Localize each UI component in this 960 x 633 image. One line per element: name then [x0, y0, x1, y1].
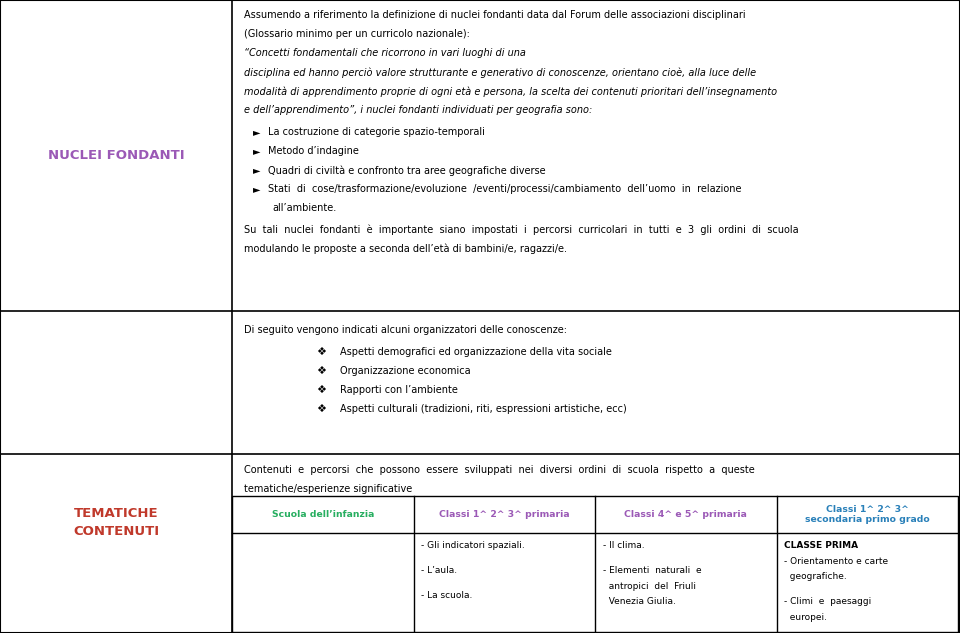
Bar	[232, 496, 958, 632]
Text: Rapporti con l’ambiente: Rapporti con l’ambiente	[340, 385, 458, 395]
Text: “Concetti fondamentali che ricorrono in vari luoghi di una: “Concetti fondamentali che ricorrono in …	[244, 48, 526, 58]
Text: ►: ►	[253, 165, 261, 175]
Text: - La scuola.: - La scuola.	[421, 591, 473, 600]
Text: disciplina ed hanno perciò valore strutturante e generativo di conoscenze, orien: disciplina ed hanno perciò valore strutt…	[244, 67, 756, 78]
Text: - Il clima.: - Il clima.	[603, 541, 644, 550]
Text: NUCLEI FONDANTI: NUCLEI FONDANTI	[48, 149, 184, 162]
Text: geografiche.: geografiche.	[784, 572, 847, 581]
Text: Quadri di civiltà e confronto tra aree geografiche diverse: Quadri di civiltà e confronto tra aree g…	[268, 165, 545, 176]
Text: Stati  di  cose/trasformazione/evoluzione  /eventi/processi/cambiamento  dell’uo: Stati di cose/trasformazione/evoluzione …	[268, 184, 741, 194]
Text: Aspetti demografici ed organizzazione della vita sociale: Aspetti demografici ed organizzazione de…	[340, 347, 612, 357]
Text: - Elementi  naturali  e: - Elementi naturali e	[603, 567, 702, 575]
Text: Classi 1^ 2^ 3^ primaria: Classi 1^ 2^ 3^ primaria	[439, 510, 570, 519]
Text: (Glossario minimo per un curricolo nazionale):: (Glossario minimo per un curricolo nazio…	[244, 29, 473, 39]
Text: Classi 4^ e 5^ primaria: Classi 4^ e 5^ primaria	[625, 510, 747, 519]
Text: - Gli indicatori spaziali.: - Gli indicatori spaziali.	[421, 541, 525, 550]
Text: TEMATICHE
CONTENUTI: TEMATICHE CONTENUTI	[73, 507, 159, 538]
Text: Scuola dell’infanzia: Scuola dell’infanzia	[272, 510, 374, 519]
Text: modulando le proposte a seconda dell’età di bambini/e, ragazzi/e.: modulando le proposte a seconda dell’età…	[244, 243, 566, 254]
Text: ❖: ❖	[316, 366, 325, 376]
Text: ❖: ❖	[316, 347, 325, 357]
Text: modalità di apprendimento proprie di ogni età e persona, la scelta dei contenuti: modalità di apprendimento proprie di ogn…	[244, 86, 777, 97]
Text: Di seguito vengono indicati alcuni organizzatori delle conoscenze:: Di seguito vengono indicati alcuni organ…	[244, 325, 566, 335]
Text: ►: ►	[253, 146, 261, 156]
Text: all’ambiente.: all’ambiente.	[273, 203, 337, 213]
Text: europei.: europei.	[784, 613, 828, 622]
Text: Classi 1^ 2^ 3^
secondaria primo grado: Classi 1^ 2^ 3^ secondaria primo grado	[805, 505, 929, 524]
Text: - L’aula.: - L’aula.	[421, 567, 458, 575]
Text: Contenuti  e  percorsi  che  possono  essere  sviluppati  nei  diversi  ordini  : Contenuti e percorsi che possono essere …	[244, 465, 755, 475]
Text: ►: ►	[253, 184, 261, 194]
Text: - Climi  e  paesaggi: - Climi e paesaggi	[784, 598, 872, 606]
Text: Venezia Giulia.: Venezia Giulia.	[603, 598, 676, 606]
Text: Organizzazione economica: Organizzazione economica	[340, 366, 470, 376]
Text: - Orientamento e carte: - Orientamento e carte	[784, 557, 888, 566]
Text: Metodo d’indagine: Metodo d’indagine	[268, 146, 359, 156]
Text: tematiche/esperienze significative: tematiche/esperienze significative	[244, 484, 412, 494]
Text: ❖: ❖	[316, 404, 325, 414]
Text: Su  tali  nuclei  fondanti  è  importante  siano  impostati  i  percorsi  curric: Su tali nuclei fondanti è importante sia…	[244, 224, 799, 235]
Text: Aspetti culturali (tradizioni, riti, espressioni artistiche, ecc): Aspetti culturali (tradizioni, riti, esp…	[340, 404, 627, 414]
Text: CLASSE PRIMA: CLASSE PRIMA	[784, 541, 858, 550]
Text: Assumendo a riferimento la definizione di nuclei fondanti data dal Forum delle a: Assumendo a riferimento la definizione d…	[244, 10, 746, 20]
Text: e dell’apprendimento”, i nuclei fondanti individuati per geografia sono:: e dell’apprendimento”, i nuclei fondanti…	[244, 105, 592, 115]
Text: antropici  del  Friuli: antropici del Friuli	[603, 582, 696, 591]
Text: La costruzione di categorie spazio-temporali: La costruzione di categorie spazio-tempo…	[268, 127, 485, 137]
Text: ►: ►	[253, 127, 261, 137]
Text: ❖: ❖	[316, 385, 325, 395]
